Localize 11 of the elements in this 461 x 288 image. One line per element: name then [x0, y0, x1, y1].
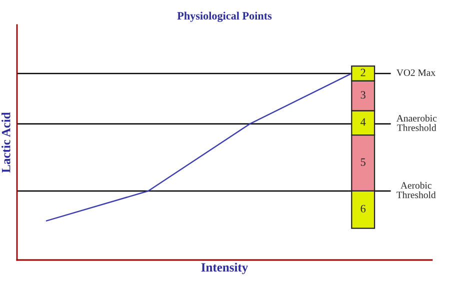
x-axis-title: Intensity — [201, 262, 248, 274]
band-label: 3 — [360, 91, 366, 99]
ref-line-label: Aerobic Threshold — [396, 182, 436, 198]
band-label: 6 — [360, 204, 366, 212]
band-label: 5 — [360, 158, 366, 166]
ref-line-label: VO2 Max — [396, 69, 436, 76]
ref-line-label: Anaerobic Threshold — [396, 114, 437, 132]
chart-title: Physiological Points — [177, 12, 272, 22]
band-label: 4 — [360, 118, 366, 126]
band-label: 2 — [360, 68, 366, 76]
y-axis-title: Lactic Acid — [1, 112, 10, 173]
